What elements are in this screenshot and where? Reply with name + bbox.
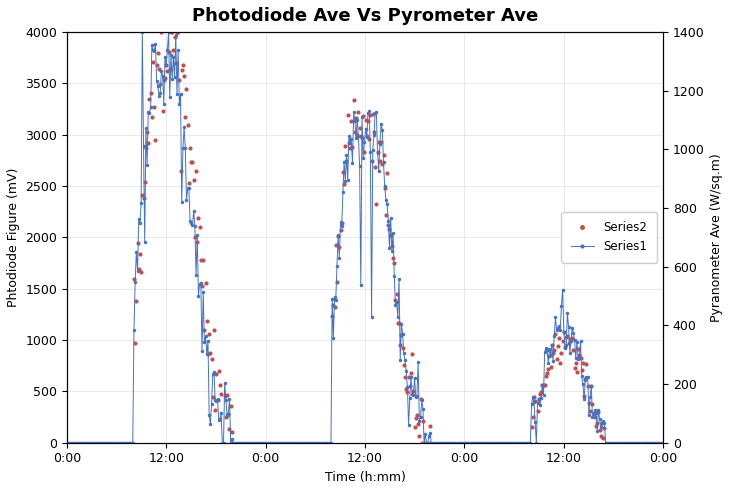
Line: Series2: Series2 <box>132 30 607 445</box>
Series1 <box>386 215 395 221</box>
Series2 <box>349 97 358 103</box>
Series1 <box>347 136 356 142</box>
X-axis label: Time (h:mm): Time (h:mm) <box>325 471 405 484</box>
Series2 <box>551 331 560 337</box>
Series1 <box>350 118 359 124</box>
Series2 <box>346 145 355 151</box>
Y-axis label: Phtodiode Figure (mV): Phtodiode Figure (mV) <box>7 168 20 307</box>
Series1 <box>553 327 561 333</box>
Series2 <box>385 226 394 232</box>
Series1 <box>63 440 72 446</box>
Legend: Series2, Series1: Series2, Series1 <box>561 212 657 263</box>
Series2 <box>418 440 426 446</box>
Series1 <box>138 29 147 35</box>
Title: Photodiode Ave Vs Pyrometer Ave: Photodiode Ave Vs Pyrometer Ave <box>192 7 538 25</box>
Series1 <box>645 440 654 446</box>
Y-axis label: Pyranometer Ave (W/sq.m): Pyranometer Ave (W/sq.m) <box>710 153 723 322</box>
Series1 <box>658 440 667 446</box>
Series1 <box>418 406 427 411</box>
Line: Series1: Series1 <box>66 30 664 444</box>
